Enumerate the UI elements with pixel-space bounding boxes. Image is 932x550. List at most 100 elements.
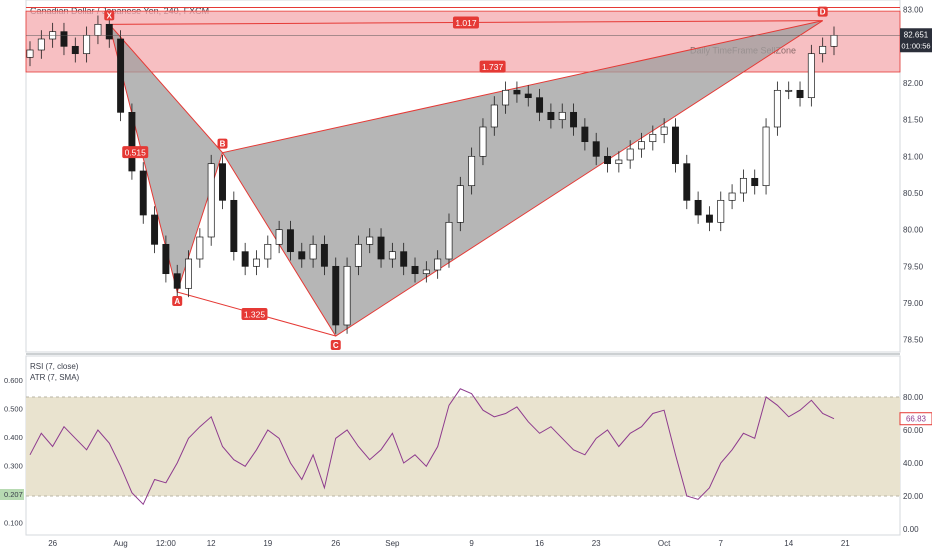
candle — [785, 89, 793, 92]
candle — [604, 155, 611, 165]
candle — [649, 133, 657, 143]
x-tick-label: 21 — [841, 539, 850, 548]
ratio-badge — [122, 146, 149, 159]
x-tick-label: 12 — [207, 539, 216, 548]
atr-tick-label: 0.207 — [4, 490, 23, 499]
rsi-tick-label: 40.00 — [903, 459, 924, 468]
candle — [320, 243, 328, 267]
candle — [388, 251, 396, 260]
point-badge-x — [104, 10, 115, 21]
candle — [60, 31, 68, 47]
rsi-last-label: 66.83 — [906, 415, 927, 424]
candle — [162, 243, 170, 275]
candle — [558, 111, 566, 121]
point-badge-a — [172, 296, 183, 306]
x-tick-label: 14 — [784, 539, 793, 548]
candle — [422, 269, 430, 275]
candle — [468, 155, 476, 187]
rsi-tick-label: 60.00 — [903, 426, 924, 435]
atr-tick-label: 0.400 — [4, 433, 23, 442]
candle — [286, 229, 294, 253]
countdown-label: 01:00:56 — [901, 41, 930, 50]
ratio-badge — [241, 308, 268, 320]
price-tick-label: 80.00 — [903, 226, 924, 235]
candle — [219, 163, 226, 201]
candle — [411, 265, 419, 275]
ratio-label: 1.017 — [455, 18, 477, 28]
point-label-x: X — [107, 11, 113, 20]
candle — [332, 265, 340, 326]
price-tick-label: 83.00 — [903, 6, 924, 15]
candle — [479, 126, 487, 157]
atr-tag — [0, 489, 24, 500]
price-tick-label: 82.00 — [903, 79, 924, 88]
atr-tick-label: 0.500 — [4, 405, 23, 414]
point-label-b: B — [220, 140, 226, 149]
candle — [241, 251, 249, 267]
candle — [592, 141, 600, 157]
price-tick-label: 78.50 — [903, 336, 924, 345]
point-label-c: C — [333, 341, 339, 350]
candle — [490, 104, 498, 128]
x-tick-label: 12:00 — [156, 539, 177, 548]
candle — [253, 258, 260, 267]
candle — [717, 199, 725, 223]
candle — [264, 243, 272, 260]
candle — [275, 229, 283, 245]
candle — [26, 49, 34, 58]
candle — [762, 126, 770, 187]
candle — [117, 38, 125, 113]
point-badge-b — [217, 138, 228, 149]
candle — [400, 251, 408, 267]
candle — [683, 163, 691, 201]
candle — [773, 89, 781, 128]
x-tick-label: 19 — [263, 539, 272, 548]
x-tick-label: Sep — [385, 539, 400, 548]
candle — [83, 34, 91, 55]
x-tick-label: 16 — [535, 539, 544, 548]
price-pane — [25, 0, 901, 353]
candle — [185, 258, 192, 289]
candle — [638, 141, 645, 150]
candle — [672, 126, 679, 165]
atr-tick-label: 0.600 — [4, 376, 23, 385]
rsi-tick-label: 80.00 — [903, 393, 924, 402]
candle — [615, 159, 623, 165]
price-tick-label: 81.00 — [903, 152, 924, 161]
candle — [94, 23, 102, 36]
ratio-badge — [479, 60, 506, 73]
rsi-band — [26, 397, 900, 496]
candle — [819, 45, 827, 55]
candle — [739, 177, 747, 194]
candle — [173, 273, 181, 289]
atr-tick-label: 0.300 — [4, 462, 23, 471]
candle — [456, 185, 464, 223]
x-tick-label: 7 — [719, 539, 724, 548]
candle — [547, 111, 555, 121]
price-tick-label: 79.00 — [903, 299, 924, 308]
candle — [705, 214, 713, 223]
candle — [570, 111, 578, 128]
candle — [581, 126, 589, 143]
candle — [445, 221, 453, 260]
candle — [524, 93, 532, 99]
last-price-label: 82.651 — [904, 30, 929, 39]
candle — [139, 170, 147, 216]
candle — [207, 163, 215, 238]
candle — [37, 38, 45, 51]
ratio-badge — [452, 16, 479, 29]
point-badge-d — [817, 6, 828, 17]
candle — [298, 251, 306, 260]
x-tick-label: 26 — [48, 539, 57, 548]
candle — [536, 97, 544, 113]
rsi-label: RSI (7, close) — [30, 362, 79, 371]
candle — [71, 45, 79, 55]
ratio-label: 1.325 — [244, 310, 266, 320]
x-tick-label: 23 — [592, 539, 601, 548]
rsi-tag — [899, 412, 932, 426]
rsi-tick-label: 0.00 — [903, 525, 919, 534]
x-tick-label: Oct — [658, 539, 671, 548]
point-label-a: A — [174, 297, 180, 306]
x-tick-label: 26 — [331, 539, 340, 548]
